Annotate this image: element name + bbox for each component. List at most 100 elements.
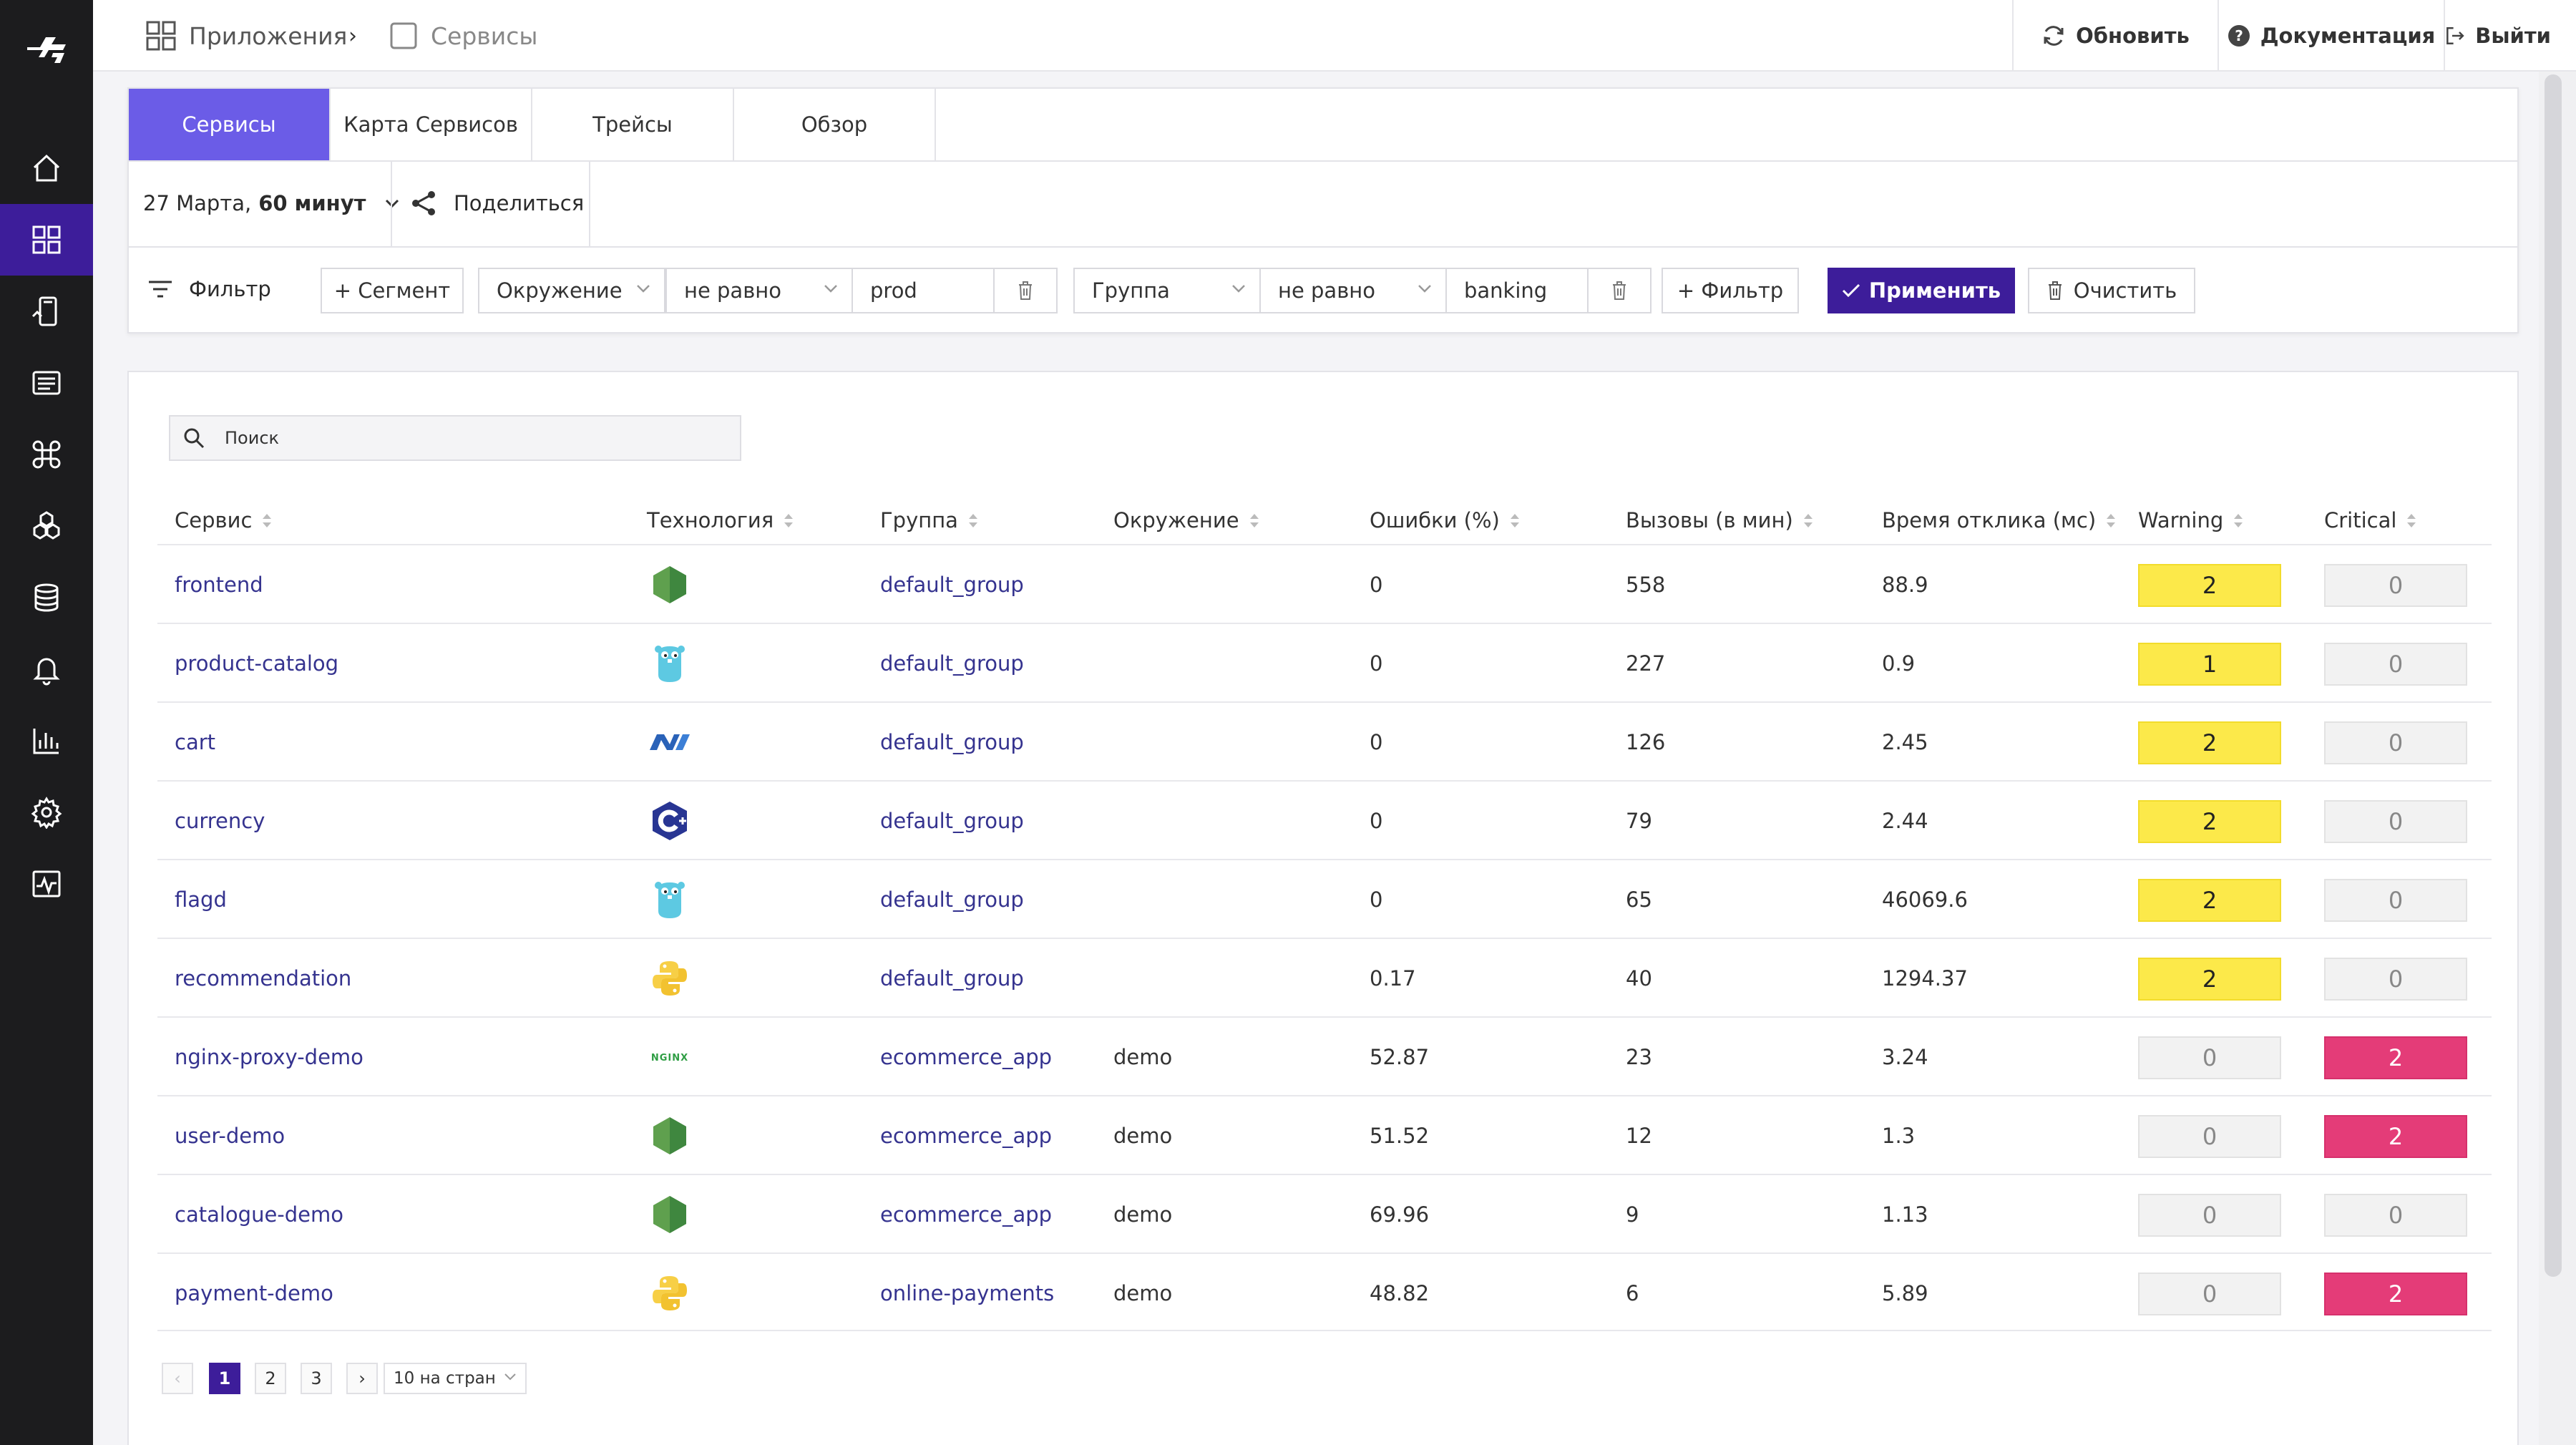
critical-badge[interactable]: 0 <box>2324 879 2467 922</box>
breadcrumb-apps[interactable]: Приложения <box>146 0 347 72</box>
warning-badge[interactable]: 1 <box>2138 643 2281 686</box>
group-link[interactable]: default_group <box>880 809 1024 833</box>
tab-services[interactable]: Сервисы <box>129 89 331 160</box>
column-header-critical[interactable]: Critical <box>2324 495 2416 545</box>
tab-traces[interactable]: Трейсы <box>532 89 734 160</box>
tab-service-map[interactable]: Карта Сервисов <box>331 89 532 160</box>
clear-button[interactable]: Очистить <box>2028 268 2195 313</box>
column-header-latency[interactable]: Время отклика (мс) <box>1882 495 2116 545</box>
time-range-selector[interactable]: 27 Марта, 60 минут <box>143 160 400 246</box>
group-link[interactable]: online-payments <box>880 1281 1055 1305</box>
column-header-group[interactable]: Группа <box>880 495 978 545</box>
filter2-field-select[interactable]: Группа <box>1073 268 1261 313</box>
page-3-button[interactable]: 3 <box>301 1363 332 1394</box>
critical-badge[interactable]: 2 <box>2324 1273 2467 1315</box>
table-row[interactable]: nginx-proxy-demo NGINX ecommerce_app demo 52… <box>157 1016 2492 1095</box>
sidebar-item-command[interactable] <box>0 419 93 490</box>
service-name-link[interactable]: nginx-proxy-demo <box>175 1045 364 1069</box>
warning-badge[interactable]: 2 <box>2138 879 2281 922</box>
filter2-value-input[interactable]: banking <box>1445 268 1589 313</box>
warning-badge[interactable]: 0 <box>2138 1036 2281 1079</box>
sidebar-item-activity[interactable] <box>0 848 93 920</box>
filter1-delete-button[interactable] <box>993 268 1058 313</box>
filter1-value-input[interactable]: prod <box>852 268 995 313</box>
service-name-link[interactable]: currency <box>175 809 265 833</box>
service-name-link[interactable]: payment-demo <box>175 1281 333 1305</box>
warning-badge[interactable]: 2 <box>2138 958 2281 1001</box>
column-header-calls[interactable]: Вызовы (в мин) <box>1626 495 1813 545</box>
critical-badge[interactable]: 0 <box>2324 721 2467 764</box>
service-name-link[interactable]: cart <box>175 730 216 754</box>
table-row[interactable]: frontend default_group 0 558 88.9 2 0 <box>157 544 2492 623</box>
group-link[interactable]: default_group <box>880 730 1024 754</box>
column-header-technology[interactable]: Технология <box>647 495 794 545</box>
group-link[interactable]: default_group <box>880 966 1024 991</box>
service-name-link[interactable]: user-demo <box>175 1124 286 1148</box>
next-page-button[interactable]: › <box>346 1363 378 1394</box>
sidebar-item-database[interactable] <box>0 562 93 633</box>
sidebar-item-logs-list[interactable] <box>0 347 93 419</box>
critical-badge[interactable]: 2 <box>2324 1115 2467 1158</box>
scrollbar-thumb[interactable] <box>2545 74 2562 1277</box>
table-row[interactable]: catalogue-demo ecommerce_app demo 69.96 9 1.1… <box>157 1174 2492 1252</box>
table-row[interactable]: product-catalog default_group 0 227 0.9 1 0 <box>157 623 2492 701</box>
service-name-link[interactable]: catalogue-demo <box>175 1202 343 1227</box>
filter2-delete-button[interactable] <box>1587 268 1652 313</box>
column-header-environment[interactable]: Окружение <box>1113 495 1259 545</box>
filter1-operator-select[interactable]: не равно <box>665 268 853 313</box>
sidebar-item-bar-chart[interactable] <box>0 705 93 777</box>
page-2-button[interactable]: 2 <box>255 1363 286 1394</box>
warning-badge[interactable]: 0 <box>2138 1115 2281 1158</box>
group-link[interactable]: default_group <box>880 573 1024 597</box>
sidebar-item-apps-grid[interactable] <box>0 204 93 276</box>
sidebar-item-phone-chart[interactable] <box>0 276 93 347</box>
table-row[interactable]: payment-demo online-payments demo 48.82 6 5.8… <box>157 1252 2492 1331</box>
table-row[interactable]: cart default_group 0 126 2.45 2 0 <box>157 701 2492 780</box>
column-header-service[interactable]: Сервис <box>175 495 272 545</box>
page-size-select[interactable]: 10 на стран <box>384 1363 527 1394</box>
sidebar-item-home[interactable] <box>0 132 93 204</box>
table-row[interactable]: recommendation default_group 0.17 40 1294.37… <box>157 938 2492 1016</box>
warning-badge[interactable]: 0 <box>2138 1273 2281 1315</box>
group-link[interactable]: default_group <box>880 887 1024 912</box>
table-row[interactable]: currency default_group 0 79 2.44 2 0 <box>157 780 2492 859</box>
add-filter-button[interactable]: + Фильтр <box>1662 268 1799 313</box>
table-row[interactable]: user-demo ecommerce_app demo 51.52 12 1.3 0 2 <box>157 1095 2492 1174</box>
page-1-button[interactable]: 1 <box>209 1363 240 1394</box>
warning-badge[interactable]: 2 <box>2138 800 2281 843</box>
group-link[interactable]: ecommerce_app <box>880 1202 1053 1227</box>
column-header-errors[interactable]: Ошибки (%) <box>1370 495 1520 545</box>
add-segment-button[interactable]: + Сегмент <box>321 268 464 313</box>
logo[interactable] <box>0 0 93 100</box>
column-header-warning[interactable]: Warning <box>2138 495 2243 545</box>
critical-badge[interactable]: 0 <box>2324 1194 2467 1237</box>
critical-badge[interactable]: 0 <box>2324 958 2467 1001</box>
prev-page-button[interactable]: ‹ <box>162 1363 193 1394</box>
critical-badge[interactable]: 2 <box>2324 1036 2467 1079</box>
warning-badge[interactable]: 0 <box>2138 1194 2281 1237</box>
critical-badge[interactable]: 0 <box>2324 564 2467 607</box>
critical-badge[interactable]: 0 <box>2324 800 2467 843</box>
filter2-operator-select[interactable]: не равно <box>1259 268 1447 313</box>
warning-badge[interactable]: 2 <box>2138 564 2281 607</box>
sidebar-item-gear[interactable] <box>0 777 93 848</box>
sidebar-item-hexagons[interactable] <box>0 490 93 562</box>
docs-button[interactable]: ? Документация <box>2218 0 2444 72</box>
share-button[interactable]: Поделиться <box>409 160 584 246</box>
apply-button[interactable]: Применить <box>1828 268 2015 313</box>
group-link[interactable]: ecommerce_app <box>880 1045 1053 1069</box>
service-name-link[interactable]: recommendation <box>175 966 352 991</box>
table-row[interactable]: flagd default_group 0 65 46069.6 2 0 <box>157 859 2492 938</box>
logout-button[interactable]: Выйти <box>2444 0 2551 72</box>
service-name-link[interactable]: frontend <box>175 573 263 597</box>
service-name-link[interactable]: flagd <box>175 887 227 912</box>
filter1-field-select[interactable]: Окружение <box>478 268 665 313</box>
group-link[interactable]: ecommerce_app <box>880 1124 1053 1148</box>
group-link[interactable]: default_group <box>880 651 1024 676</box>
search-input[interactable]: Поиск <box>169 415 741 461</box>
critical-badge[interactable]: 0 <box>2324 643 2467 686</box>
service-name-link[interactable]: product-catalog <box>175 651 339 676</box>
warning-badge[interactable]: 2 <box>2138 721 2281 764</box>
tab-overview[interactable]: Обзор <box>734 89 936 160</box>
sidebar-item-bell[interactable] <box>0 633 93 705</box>
